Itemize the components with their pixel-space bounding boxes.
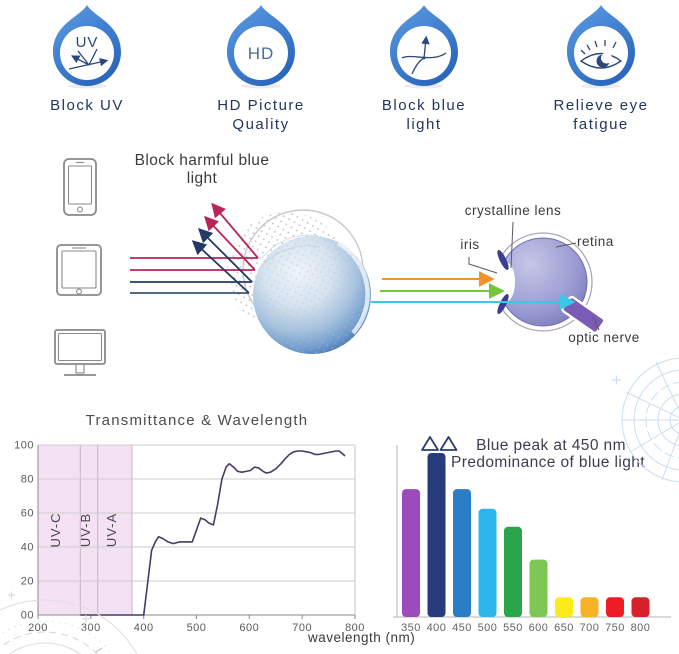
eye-fatigue-icon: [567, 5, 635, 89]
crescent-moon: [601, 52, 612, 64]
x-tick-label: 400: [134, 622, 154, 634]
label-iris: iris: [460, 237, 480, 252]
x-tick-label: 200: [28, 622, 48, 634]
feature-block-blue-light: Block blue light: [371, 2, 477, 134]
bar-600nm: [529, 559, 548, 617]
iris-lower: [497, 294, 509, 314]
bar-label: 450: [452, 622, 472, 634]
y-tick-label: 00: [21, 610, 34, 622]
bar-label: 500: [478, 622, 498, 634]
compass-watermark-bottom-left: [0, 591, 138, 654]
bar-400nm: [427, 453, 446, 617]
monitor-icon: [54, 329, 106, 376]
blue-light-caption: Block harmful blue light: [134, 152, 270, 187]
tablet-icon: [56, 244, 102, 296]
bar-annotation-line2: Predominance of blue light: [451, 454, 645, 471]
uv-band: [80, 445, 98, 615]
wavelength-axis-label: wavelength (nm): [308, 630, 416, 645]
svg-text:HD: HD: [248, 44, 275, 63]
y-tick-label: 100: [15, 440, 34, 452]
bar-800nm: [631, 597, 650, 617]
eye-lashes: [580, 40, 617, 55]
bar-700nm: [580, 597, 599, 617]
bar-750nm: [606, 597, 624, 617]
uv-band: [38, 445, 81, 615]
iris-upper: [497, 250, 509, 270]
x-tick-label: 700: [292, 622, 312, 634]
label-retina: retina: [577, 234, 614, 249]
peak-marker-triangle: [439, 436, 458, 451]
blocked-rays: [130, 202, 259, 294]
bar-500nm: [478, 508, 497, 617]
peak-marker-triangle: [421, 436, 439, 451]
blue-light-deflect-icon: [390, 5, 458, 89]
uv-band: [97, 445, 132, 615]
bar-550nm: [504, 526, 522, 617]
bar-label: 400: [427, 622, 447, 634]
feature-label: Block blue light: [381, 97, 467, 133]
hd-icon: HD: [227, 5, 295, 89]
feature-block-uv: UV Block UV: [34, 2, 140, 115]
bar-label: 650: [554, 622, 574, 634]
blue-light-bar-chart: 350 400 450 500 550 600 650 700 750 800 Blue peak …: [393, 436, 671, 634]
y-tick-label: 60: [21, 508, 34, 520]
feature-label: Block UV: [50, 97, 124, 114]
transmittance-curve: [80, 450, 346, 616]
bar-label: 750: [605, 622, 625, 634]
lens-eye-diagram: [54, 158, 606, 376]
blueprint-watermark-right: [612, 357, 679, 483]
bar-350nm: [402, 489, 420, 617]
bar-650nm: [555, 597, 573, 617]
x-tick-label: 600: [239, 622, 259, 634]
uv-band-label: UV-C: [48, 512, 63, 547]
x-tick-label: 800: [345, 622, 365, 634]
label-optic-nerve: optic nerve: [568, 330, 640, 345]
bar-annotation-line1: Blue peak at 450 nm: [476, 437, 626, 454]
feature-hd-quality: HD HD Picture Quality: [208, 2, 314, 134]
y-tick-label: 20: [21, 576, 34, 588]
y-tick-label: 40: [21, 542, 34, 554]
bar-label: 600: [529, 622, 549, 634]
feature-label: HD Picture Quality: [217, 97, 305, 133]
uv-band-label: UV-B: [78, 513, 93, 547]
bar-label: 550: [503, 622, 523, 634]
smartphone-icon: [63, 158, 97, 216]
uv-reflect-icon: UV: [53, 5, 121, 89]
x-tick-label: 500: [187, 622, 207, 634]
bar-label: 800: [631, 622, 651, 634]
y-tick-label: 80: [21, 474, 34, 486]
label-crystalline-lens: crystalline lens: [464, 203, 562, 218]
x-tick-label: 300: [81, 622, 101, 634]
chart-title: Transmittance & Wavelength: [86, 412, 309, 429]
svg-text:UV: UV: [76, 34, 99, 51]
feature-relieve-fatigue: Relieve eye fatigue: [548, 2, 654, 134]
bar-label: 700: [580, 622, 600, 634]
label-pointers: [468, 221, 600, 331]
feature-label: Relieve eye fatigue: [553, 97, 649, 133]
bar-450nm: [453, 489, 471, 617]
bar-label: 350: [401, 622, 421, 634]
uv-band-label: UV-A: [104, 513, 119, 547]
